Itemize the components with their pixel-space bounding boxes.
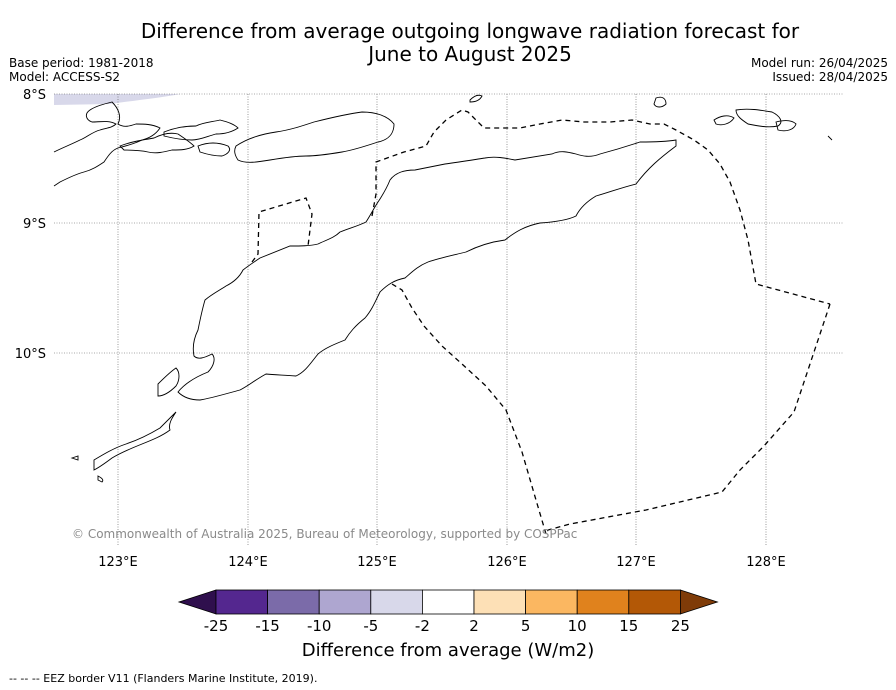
colorbar-tick-label: 10 — [568, 617, 587, 635]
colorbar-segment — [370, 589, 423, 615]
coast-rote — [93, 411, 177, 471]
colorbar-segment — [628, 589, 681, 615]
colorbar-segment — [215, 589, 268, 615]
colorbar-segment — [473, 589, 526, 615]
colorbar-tick-label: 5 — [521, 617, 531, 635]
lat-label-8s: 8°S — [23, 88, 46, 103]
eez-border-south — [391, 283, 547, 535]
lat-label-10s: 10°S — [15, 347, 46, 362]
eez-border-east — [545, 303, 831, 535]
colorbar-segment — [576, 589, 630, 615]
coast-savu — [97, 475, 104, 483]
gridlines — [54, 93, 843, 545]
colorbar-tick-labels: -25 -15 -10 -5 -2 2 5 10 15 25 — [204, 617, 690, 635]
coast-island-ne-2 — [735, 108, 782, 128]
colorbar-label: Difference from average (W/m2) — [301, 640, 595, 661]
lat-label-9s: 9°S — [23, 217, 46, 232]
colorbar-segment — [318, 589, 372, 615]
chart-title: Difference from average outgoing longwav… — [80, 20, 860, 66]
colorbar-arrow-high — [680, 589, 719, 615]
colorbar-segments — [177, 589, 719, 615]
lon-label-128e: 128°E — [746, 555, 786, 570]
coast-island-east-tip — [827, 135, 833, 141]
lon-label-124e: 124°E — [228, 555, 268, 570]
lon-label-127e: 127°E — [616, 555, 656, 570]
lon-label-125e: 125°E — [357, 555, 397, 570]
anomaly-shade-patch — [54, 94, 180, 105]
coast-island-north-2 — [653, 96, 667, 108]
copyright-notice: © Commonwealth of Australia 2025, Bureau… — [72, 527, 578, 541]
colorbar-tick-label: 25 — [671, 617, 690, 635]
lon-label-126e: 126°E — [487, 555, 527, 570]
coast-alor — [163, 119, 239, 141]
colorbar-tick-label: -15 — [255, 617, 280, 635]
coast-wetar — [234, 111, 395, 163]
eez-border-west — [251, 197, 313, 263]
coast-flores-east — [53, 101, 161, 187]
colorbar-segment — [525, 589, 578, 615]
eez-borders — [251, 109, 831, 535]
eez-border-north — [371, 109, 831, 305]
issued-date: Issued: 28/04/2025 — [772, 70, 888, 84]
colorbar-tick-label: -5 — [363, 617, 378, 635]
eez-legend-note: -- -- -- EEZ border V11 (Flanders Marine… — [9, 672, 318, 685]
meta-right: Model run: 26/04/2025 Issued: 28/04/2025 — [751, 56, 888, 84]
colorbar: -25 -15 -10 -5 -2 2 5 10 15 25 — [177, 589, 719, 635]
colorbar-tick-label: -2 — [415, 617, 430, 635]
colorbar-tick-label: -10 — [307, 617, 332, 635]
model-name: Model: ACCESS-S2 — [9, 70, 121, 84]
colorbar-tick-label: 15 — [619, 617, 638, 635]
colorbar-tick-label: 2 — [469, 617, 479, 635]
model-run: Model run: 26/04/2025 — [750, 56, 888, 70]
colorbar-arrow-low — [177, 589, 217, 615]
coast-island-north-1 — [469, 94, 483, 103]
meta-left: Base period: 1981-2018 Model: ACCESS-S2 — [9, 56, 154, 84]
colorbar-segment — [267, 589, 320, 615]
coastlines — [53, 94, 833, 483]
coast-ndao — [70, 455, 79, 461]
coast-semau — [157, 367, 180, 397]
coast-pantar — [119, 132, 195, 154]
title-line-2: June to August 2025 — [368, 42, 572, 66]
map-panel: 8°S 9°S 10°S 123°E 124°E 125°E 126°E 127… — [15, 88, 843, 570]
title-line-1: Difference from average outgoing longwav… — [140, 19, 800, 43]
colorbar-tick-label: -25 — [204, 617, 229, 635]
colorbar-segment — [421, 589, 475, 615]
coast-timor — [177, 139, 677, 401]
coast-island-ne-3 — [775, 120, 797, 132]
coast-small-island-1 — [197, 142, 231, 157]
base-period: Base period: 1981-2018 — [9, 56, 154, 70]
coast-island-ne-1 — [713, 115, 735, 126]
lon-label-123e: 123°E — [98, 555, 138, 570]
